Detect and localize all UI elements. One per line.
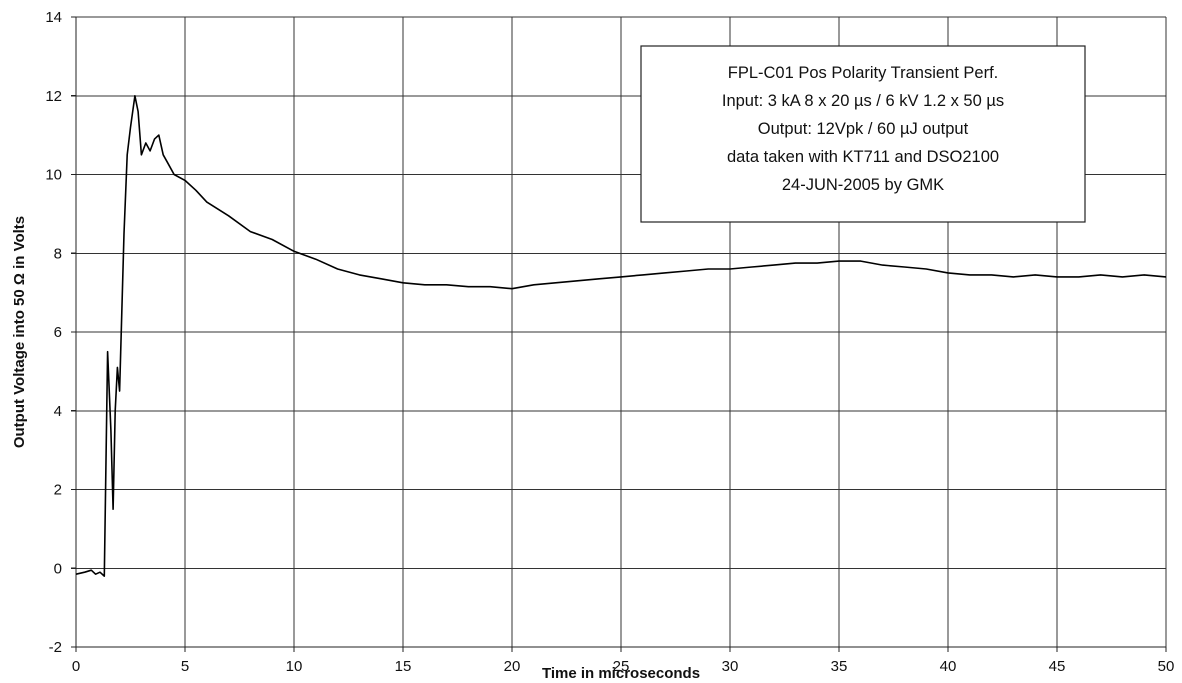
series-line bbox=[75, 95, 1167, 577]
y-axis-title: Output Voltage into 50 Ω in Volts bbox=[11, 216, 28, 448]
y-tick-label: 8 bbox=[54, 245, 62, 262]
x-tick-labels: 0 5 10 15 20 25 30 35 40 45 50 bbox=[72, 658, 1175, 675]
x-tick-label: 30 bbox=[722, 658, 739, 675]
y-tick-label: 4 bbox=[54, 403, 62, 420]
annotation-box: FPL-C01 Pos Polarity Transient Perf. Inp… bbox=[640, 45, 1086, 223]
annotation-line-5: 24-JUN-2005 by GMK bbox=[782, 176, 944, 194]
annotation-line-4: data taken with KT711 and DSO2100 bbox=[727, 148, 999, 166]
x-tick-label: 5 bbox=[181, 658, 189, 675]
x-tick-label: 40 bbox=[940, 658, 957, 675]
x-tick-label: 45 bbox=[1049, 658, 1066, 675]
y-tick-label: -2 bbox=[49, 639, 62, 656]
annotation-line-3: Output: 12Vpk / 60 µJ output bbox=[758, 120, 969, 138]
x-tick-label: 20 bbox=[504, 658, 521, 675]
y-tick-label: 2 bbox=[54, 482, 62, 499]
y-tick-label: 14 bbox=[45, 9, 62, 26]
annotation-frame bbox=[640, 45, 1086, 223]
x-tick-label: 10 bbox=[286, 658, 303, 675]
x-tick-label: 0 bbox=[72, 658, 80, 675]
axes bbox=[75, 17, 1166, 648]
y-tick-label: 12 bbox=[45, 88, 62, 105]
annotation-line-2: Input: 3 kA 8 x 20 µs / 6 kV 1.2 x 50 µs bbox=[722, 92, 1004, 110]
y-tick-label: 0 bbox=[54, 560, 62, 577]
y-tick-labels: -2 0 2 4 6 8 10 12 14 bbox=[45, 9, 62, 656]
x-tick-label: 15 bbox=[395, 658, 412, 675]
series-group bbox=[75, 95, 1167, 577]
y-tick-label: 10 bbox=[45, 167, 62, 184]
x-axis-title: Time in microseconds bbox=[542, 665, 700, 682]
x-tick-label: 50 bbox=[1158, 658, 1175, 675]
x-tick-label: 25 bbox=[613, 658, 630, 675]
annotation-line-1: FPL-C01 Pos Polarity Transient Perf. bbox=[728, 64, 999, 82]
x-tick-label: 35 bbox=[831, 658, 848, 675]
y-tick-label: 6 bbox=[54, 324, 62, 341]
